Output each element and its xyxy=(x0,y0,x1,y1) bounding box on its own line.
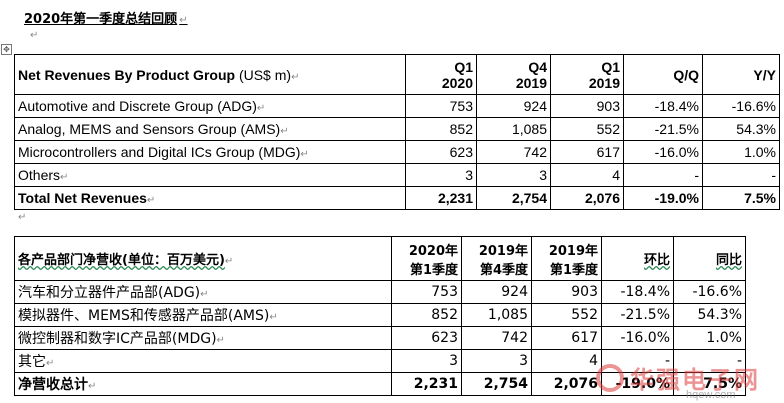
header-label-cell: 各产品部门净营收(单位：百万美元)↵ xyxy=(14,236,392,281)
value-cell: 852 xyxy=(391,303,462,327)
table-row: Analog, MEMS and Sensors Group (AMS)↵ 85… xyxy=(14,117,780,141)
header-cell: 环比 xyxy=(601,236,674,281)
header-label-cell: Net Revenues By Product Group (US$ m)↵ xyxy=(14,54,406,95)
header-cell: Q4 2019 xyxy=(476,54,551,95)
value-cell: 617 xyxy=(531,326,602,350)
value-cell: 1,085 xyxy=(461,303,532,327)
value-cell: 2,076 xyxy=(550,186,624,210)
value-cell: 2,231 xyxy=(405,186,477,210)
value-cell: 852 xyxy=(405,117,477,141)
paragraph-mark: ↵ xyxy=(179,15,188,26)
table-row: 其它↵ 3 3 4 - - xyxy=(14,349,746,373)
row-label: Others↵ xyxy=(14,163,406,187)
header-cell: 2019年 第4季度 xyxy=(461,236,532,281)
value-cell: 924 xyxy=(476,94,551,118)
header-cell: 2020年 第1季度 xyxy=(391,236,462,281)
table-row: Automotive and Discrete Group (ADG)↵ 753… xyxy=(14,94,780,118)
value-cell: 7.5% xyxy=(673,372,746,396)
value-cell: 742 xyxy=(461,326,532,350)
value-cell: 623 xyxy=(405,140,477,164)
value-cell: -19.0% xyxy=(601,372,674,396)
value-cell: - xyxy=(623,163,703,187)
value-cell: 4 xyxy=(550,163,624,187)
table-row: 微控制器和数字IC产品部(MDG)↵ 623 742 617 -16.0% 1.… xyxy=(14,326,746,350)
value-cell: 2,231 xyxy=(391,372,462,396)
row-label: 模拟器件、MEMS和传感器产品部(AMS)↵ xyxy=(14,303,392,327)
value-cell: 54.3% xyxy=(702,117,780,141)
table-header-row: 各产品部门净营收(单位：百万美元)↵ 2020年 第1季度 2019年 第4季度 2… xyxy=(14,236,746,281)
table-row: 模拟器件、MEMS和传感器产品部(AMS)↵ 852 1,085 552 -21… xyxy=(14,303,746,327)
value-cell: 742 xyxy=(476,140,551,164)
value-cell: - xyxy=(702,163,780,187)
row-label: Total Net Revenues↵ xyxy=(14,186,406,210)
row-label: 微控制器和数字IC产品部(MDG)↵ xyxy=(14,326,392,350)
value-cell: 1.0% xyxy=(702,140,780,164)
value-cell: -21.5% xyxy=(623,117,703,141)
value-cell: 623 xyxy=(391,326,462,350)
header-cell: Q/Q xyxy=(623,54,703,95)
value-cell: -19.0% xyxy=(623,186,703,210)
value-cell: 4 xyxy=(531,349,602,373)
value-cell: 3 xyxy=(391,349,462,373)
row-label: Automotive and Discrete Group (ADG)↵ xyxy=(14,94,406,118)
paragraph-mark: ↵ xyxy=(18,212,27,223)
value-cell: -18.4% xyxy=(623,94,703,118)
table-move-handle-icon[interactable]: ✥ xyxy=(1,44,12,55)
value-cell: -16.0% xyxy=(601,326,674,350)
row-label: 其它↵ xyxy=(14,349,392,373)
table-row: 汽车和分立器件产品部(ADG)↵ 753 924 903 -18.4% -16.… xyxy=(14,280,746,304)
table-total-row: Total Net Revenues↵ 2,231 2,754 2,076 -1… xyxy=(14,186,780,210)
value-cell: 3 xyxy=(476,163,551,187)
paragraph-mark: ↵ xyxy=(30,30,39,41)
value-cell: 617 xyxy=(550,140,624,164)
value-cell: -18.4% xyxy=(601,280,674,304)
table-total-row: 净营收总计↵ 2,231 2,754 2,076 -19.0% 7.5% xyxy=(14,372,746,396)
table-header-row: Net Revenues By Product Group (US$ m)↵ Q… xyxy=(14,54,780,95)
value-cell: 2,754 xyxy=(476,186,551,210)
value-cell: 3 xyxy=(405,163,477,187)
value-cell: 54.3% xyxy=(673,303,746,327)
table-row: Microcontrollers and Digital ICs Group (… xyxy=(14,140,780,164)
header-cell: Q1 2019 xyxy=(550,54,624,95)
revenue-table-en: Net Revenues By Product Group (US$ m)↵ Q… xyxy=(14,54,780,210)
value-cell: 753 xyxy=(391,280,462,304)
value-cell: 1,085 xyxy=(476,117,551,141)
document-heading: 2020年第一季度总结回顾 ↵ xyxy=(24,12,188,27)
value-cell: - xyxy=(673,349,746,373)
value-cell: 903 xyxy=(531,280,602,304)
row-label: Microcontrollers and Digital ICs Group (… xyxy=(14,140,406,164)
header-cell: 同比 xyxy=(673,236,746,281)
value-cell: 1.0% xyxy=(673,326,746,350)
value-cell: -16.0% xyxy=(623,140,703,164)
value-cell: -16.6% xyxy=(702,94,780,118)
header-cell: 2019年 第1季度 xyxy=(531,236,602,281)
value-cell: 3 xyxy=(461,349,532,373)
value-cell: 903 xyxy=(550,94,624,118)
value-cell: 753 xyxy=(405,94,477,118)
row-label: Analog, MEMS and Sensors Group (AMS)↵ xyxy=(14,117,406,141)
value-cell: - xyxy=(601,349,674,373)
value-cell: -16.6% xyxy=(673,280,746,304)
value-cell: 924 xyxy=(461,280,532,304)
value-cell: 552 xyxy=(531,303,602,327)
header-cell: Q1 2020 xyxy=(405,54,477,95)
value-cell: 552 xyxy=(550,117,624,141)
table-row: Others↵ 3 3 4 - - xyxy=(14,163,780,187)
row-label: 净营收总计↵ xyxy=(14,372,392,396)
value-cell: -21.5% xyxy=(601,303,674,327)
revenue-table-zh: 各产品部门净营收(单位：百万美元)↵ 2020年 第1季度 2019年 第4季度 2… xyxy=(14,236,746,396)
row-label: 汽车和分立器件产品部(ADG)↵ xyxy=(14,280,392,304)
value-cell: 2,076 xyxy=(531,372,602,396)
header-cell: Y/Y xyxy=(702,54,780,95)
value-cell: 7.5% xyxy=(702,186,780,210)
value-cell: 2,754 xyxy=(461,372,532,396)
